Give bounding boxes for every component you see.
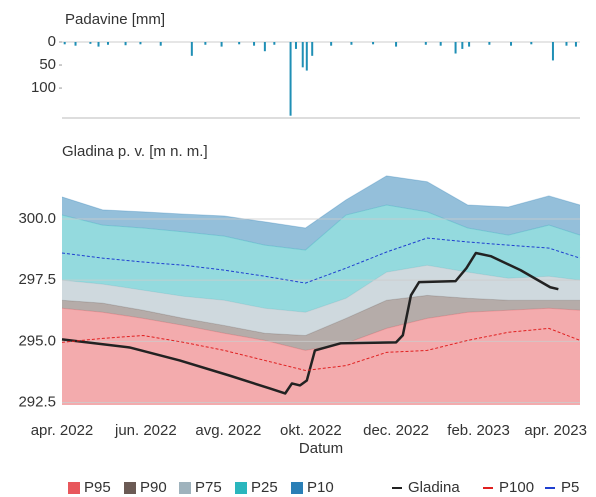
level-title: Gladina p. v. [m n. m.] <box>62 143 208 160</box>
precip-bar <box>159 42 162 46</box>
y-tick-label: 50 <box>39 56 56 73</box>
band-fill <box>62 308 580 405</box>
y-tick-label: 0 <box>48 33 56 50</box>
precip-bar <box>565 42 568 46</box>
legend-swatch <box>179 482 191 494</box>
band-fill <box>62 295 580 351</box>
x-axis-label: Datum <box>299 440 343 457</box>
precip-bar <box>454 42 457 54</box>
precip-bar <box>139 42 142 45</box>
precip-bar <box>89 42 92 44</box>
precip-bar <box>372 42 375 45</box>
precip-bar <box>330 42 333 46</box>
precip-bar <box>530 42 533 45</box>
x-tick-label: okt. 2022 <box>280 422 342 439</box>
legend-label: P100 <box>499 479 534 496</box>
legend-label: P95 <box>84 479 111 496</box>
precip-bar <box>63 42 66 45</box>
precip-bar <box>305 42 308 71</box>
precip-bar <box>97 42 100 47</box>
precip-bar <box>74 42 77 46</box>
band-edge <box>61 264 581 313</box>
y-tick-label: 295.0 <box>18 332 56 349</box>
precip-bar <box>439 42 442 46</box>
precip-bar <box>294 42 297 49</box>
legend-label: P5 <box>561 479 579 496</box>
percentile-line <box>61 237 581 284</box>
precip-bar <box>488 42 491 45</box>
precip-bar <box>551 42 554 61</box>
precip-bar <box>124 42 127 46</box>
precip-bar <box>204 42 207 45</box>
legend-swatch <box>291 482 303 494</box>
precip-bar <box>468 42 471 47</box>
x-tick-label: dec. 2022 <box>363 422 429 439</box>
legend-label: P90 <box>140 479 167 496</box>
legend-swatch <box>124 482 136 494</box>
percentile-line <box>61 327 581 371</box>
precip-bar <box>263 42 266 52</box>
precip-title: Padavine [mm] <box>65 11 165 28</box>
legend-swatch <box>235 482 247 494</box>
precip-bar <box>461 42 464 49</box>
y-tick-label: 292.5 <box>18 394 56 411</box>
y-tick-label: 100 <box>31 79 56 96</box>
y-tick-label: 297.5 <box>18 271 56 288</box>
level-line <box>61 251 559 395</box>
y-tick-label: 300.0 <box>18 210 56 227</box>
x-tick-label: jun. 2022 <box>114 422 177 439</box>
legend-label: Gladina <box>408 479 460 496</box>
band-edge <box>61 175 581 229</box>
precip-bar <box>253 42 256 46</box>
band-fill <box>62 175 580 251</box>
x-tick-label: avg. 2022 <box>195 422 261 439</box>
precip-bar <box>289 42 292 116</box>
legend-label: P75 <box>195 479 222 496</box>
precip-bar <box>190 42 193 56</box>
precip-bar <box>395 42 398 47</box>
legend-label: P25 <box>251 479 278 496</box>
legend-label: P10 <box>307 479 334 496</box>
precip-bar <box>510 42 513 46</box>
precip-bar <box>350 42 353 45</box>
x-tick-label: apr. 2022 <box>31 422 94 439</box>
band-fill <box>62 205 580 313</box>
precip-bar <box>220 42 223 47</box>
band-edge <box>61 204 581 251</box>
precip-bar <box>424 42 427 45</box>
precip-bar <box>238 42 241 45</box>
precip-bar <box>311 42 314 56</box>
x-tick-label: apr. 2023 <box>524 422 587 439</box>
x-tick-label: feb. 2023 <box>447 422 510 439</box>
precip-bar <box>273 42 276 45</box>
precip-bar <box>106 42 109 45</box>
band-fill <box>62 265 580 336</box>
precip-bar <box>574 42 577 47</box>
legend-swatch <box>68 482 80 494</box>
precip-bar <box>301 42 304 68</box>
